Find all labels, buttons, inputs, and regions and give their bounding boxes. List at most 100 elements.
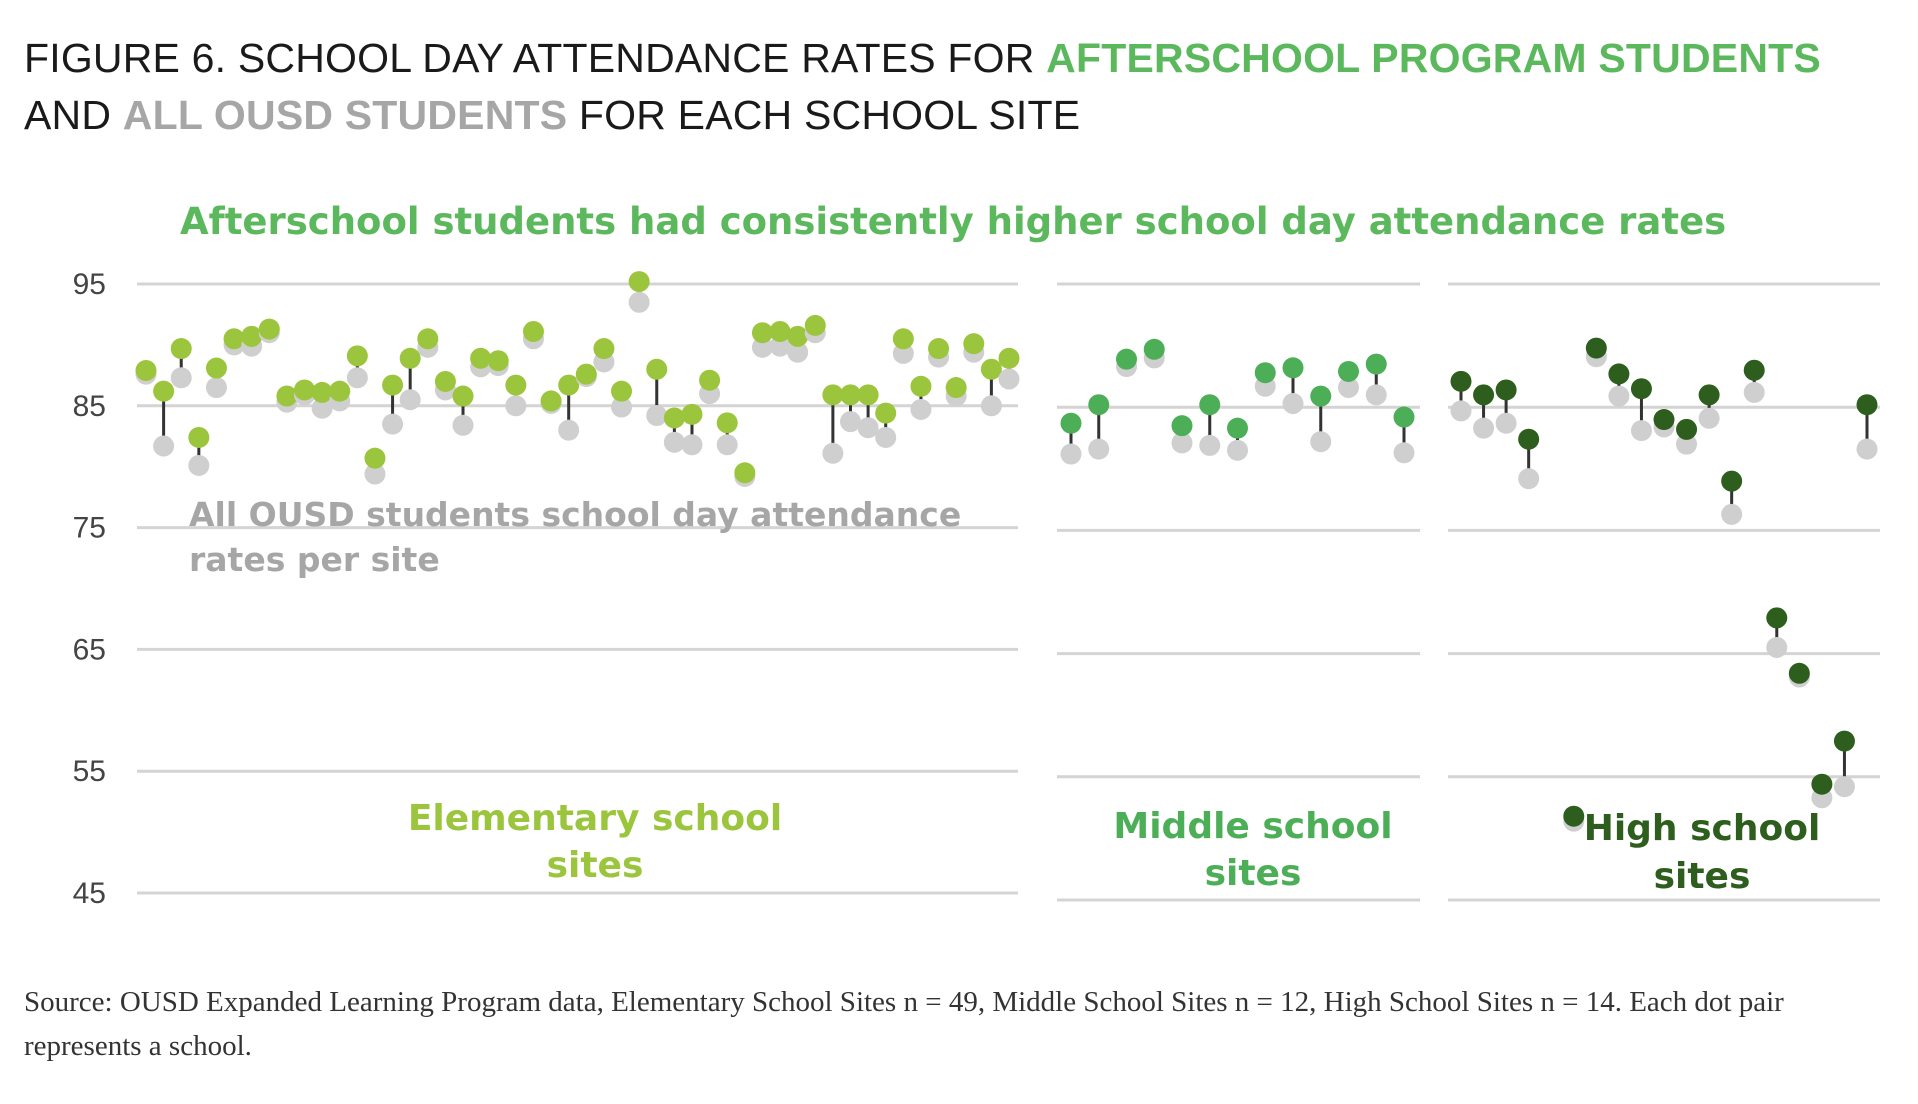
dot-pair [399,347,421,411]
ousd-dot [1676,433,1698,455]
dot-pair [681,403,703,456]
afterschool-dot [382,374,404,396]
afterschool-dot [417,328,439,350]
ousd-dot [910,398,932,420]
dot-pair [417,328,439,358]
ousd-dot [346,367,368,389]
afterschool-dot [329,380,351,402]
dot-pair [558,374,580,441]
dot-pair [875,402,897,448]
afterschool-dot [170,338,192,360]
afterschool-dot [487,350,509,372]
ousd-dot [1199,434,1221,456]
afterschool-dot [223,328,245,350]
afterschool-dot [945,377,967,399]
y-tick-label: 45 [73,877,106,910]
y-tick-label: 85 [73,390,106,423]
ousd-dot [857,417,879,439]
dot-pair [241,325,263,357]
dot-pair [1495,379,1517,434]
dot-pair [294,379,316,406]
dot-pair [892,328,914,364]
dot-pair [170,338,192,389]
afterschool-dot [1199,394,1221,416]
dot-pair [1698,384,1720,429]
dot-pair [734,462,756,487]
dot-pair [1365,353,1387,406]
dot-pair [751,322,773,358]
afterschool-dot [540,390,562,412]
afterschool-dot [1365,353,1387,375]
ousd-annotation-line: rates per site [189,540,440,579]
ousd-dot [170,367,192,389]
afterschool-dot [663,407,685,429]
ousd-dot [1833,776,1855,798]
afterschool-dot [769,321,791,343]
afterschool-dot [1227,417,1248,439]
afterschool-dot [998,347,1020,369]
afterschool-dot [1143,338,1165,360]
afterschool-dot [1653,409,1675,431]
afterschool-dot [1088,394,1110,416]
title-ousd-highlight: ALL OUSD STUDENTS [122,92,568,138]
ousd-dot [1088,438,1110,460]
ousd-dot [875,426,897,448]
dot-pair [346,345,368,389]
afterschool-dot [910,375,932,397]
ousd-dot [399,389,421,411]
dot-pair [205,357,227,399]
dot-pair [699,369,721,405]
afterschool-dot [1721,470,1743,492]
y-axis: 95 85 75 65 55 45 [73,268,106,910]
afterschool-dot [1495,379,1517,401]
afterschool-dot [1254,362,1276,384]
dot-pair [857,384,879,439]
dot-pair [1563,805,1585,832]
afterschool-dot [1518,428,1540,450]
dot-pair [1473,384,1495,439]
ousd-dot [1227,439,1248,461]
dot-pair [611,380,633,418]
ousd-dot [153,435,175,457]
afterschool-dot [241,325,263,347]
dot-pair [505,374,527,417]
ousd-dot [1495,412,1517,434]
dot-pair [646,358,668,427]
dot-pair [980,358,1002,417]
dot-pair [540,390,562,414]
ousd-dot [1518,468,1540,490]
dot-pair [1833,730,1855,798]
dot-pair [822,384,844,464]
ousd-dot [751,336,773,358]
ousd-dot [1766,636,1788,658]
dot-pair [1743,359,1765,403]
afterschool-dot [1743,359,1765,381]
dot-pair [1254,362,1276,397]
dot-pair [258,318,280,344]
afterschool-dot [857,384,879,406]
gridlines [137,282,1880,902]
afterschool-dot [205,357,227,379]
afterschool-dot [1585,337,1607,359]
ousd-dot [646,405,668,427]
afterschool-dot [804,314,826,336]
afterschool-dot [734,462,756,484]
afterschool-dot [188,426,210,448]
dot-pair [1393,406,1415,464]
afterschool-dot [434,370,456,392]
ousd-dot [1393,442,1415,464]
dot-pair [787,325,809,363]
dot-pair [716,412,738,456]
dot-pair [1282,357,1304,415]
panel-label-middle: sites [1205,853,1302,894]
afterschool-dot [593,338,615,360]
ousd-dot [980,395,1002,417]
ousd-dot [1310,431,1332,453]
panel-label-middle: Middle school [1113,806,1392,847]
dot-pair [945,377,967,407]
dot-pair [1630,378,1652,442]
title-afterschool-highlight: AFTERSCHOOL PROGRAM STUDENTS [1046,35,1821,81]
afterschool-dot [399,347,421,369]
panel-label-elementary: Elementary school [408,798,782,839]
dot-pair [1450,370,1472,422]
